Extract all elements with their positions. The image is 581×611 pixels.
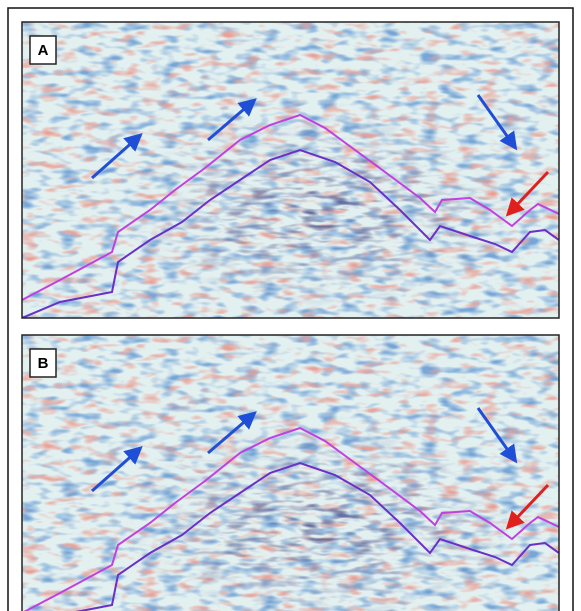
panel-b-image (22, 335, 559, 611)
panel-label: A (38, 42, 49, 59)
panel-b: B (22, 335, 559, 611)
panel-label: B (38, 355, 49, 372)
panel-a (22, 22, 559, 318)
